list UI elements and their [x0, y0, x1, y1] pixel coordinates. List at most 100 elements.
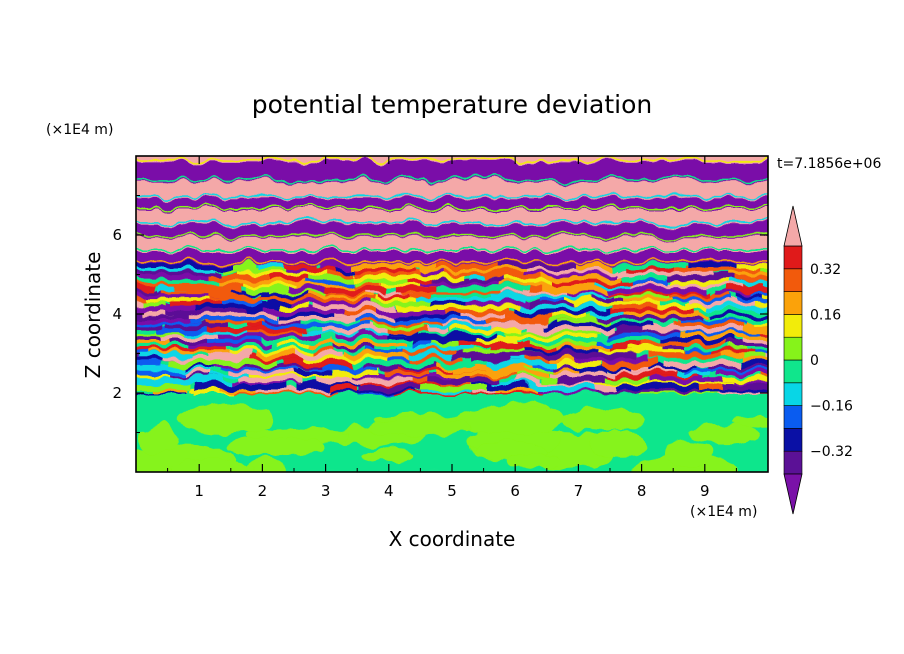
field-streak: [281, 311, 342, 318]
field-streak: [618, 369, 688, 376]
field-streak: [598, 347, 688, 353]
colorbar-segment: [783, 359, 803, 384]
field-streak: [644, 325, 730, 333]
field-streak: [263, 307, 350, 314]
field-streak: [388, 332, 495, 339]
field-streak: [221, 367, 299, 372]
field-streak: [136, 332, 180, 339]
plot-area: [136, 156, 768, 472]
field-edge: [136, 178, 768, 181]
field-streak: [229, 344, 334, 350]
field-streak: [421, 269, 445, 276]
field-streak: [397, 302, 446, 310]
field-streak: [728, 278, 768, 284]
field-streak: [400, 367, 483, 372]
field-streak: [747, 344, 768, 350]
field-streak: [701, 373, 768, 378]
field-streak: [426, 325, 449, 333]
field-streak: [247, 355, 326, 361]
field-streak: [136, 375, 226, 383]
field-streak: [483, 315, 580, 322]
field-band: [136, 160, 768, 182]
field-streak: [643, 272, 665, 281]
field-streak: [136, 388, 169, 393]
field-streak: [160, 290, 252, 295]
field-streak: [596, 340, 622, 346]
field-streak: [592, 336, 667, 343]
field-streak: [746, 321, 768, 328]
field-streak: [136, 292, 220, 298]
field-streak: [604, 358, 660, 367]
field-streak: [758, 373, 768, 378]
field-streak: [330, 369, 380, 376]
field-streak: [314, 302, 398, 310]
field-streak: [691, 260, 758, 269]
field-streak: [205, 272, 294, 281]
field-streak: [642, 340, 735, 346]
field-streak: [438, 369, 546, 376]
field-streak: [232, 369, 322, 376]
field-streak: [136, 367, 206, 372]
field-streak: [316, 375, 421, 383]
field-streak: [716, 369, 768, 376]
field-streak: [415, 295, 526, 301]
field-streak: [381, 367, 406, 372]
field-streak: [648, 349, 735, 358]
field-streak: [718, 390, 768, 394]
field-streak: [334, 311, 425, 318]
field-streak: [742, 355, 768, 361]
field-streak: [302, 319, 384, 324]
field-streak: [440, 319, 551, 324]
field-streak: [184, 364, 214, 369]
field-edge: [136, 221, 768, 224]
field-patch: [664, 441, 713, 465]
x-unit-label: (×1E4 m): [690, 504, 757, 520]
field-streak: [466, 272, 495, 281]
field-streak: [203, 282, 249, 287]
field-streak: [363, 347, 413, 353]
field-streak: [706, 302, 768, 310]
field-streak: [471, 355, 519, 361]
field-streak: [203, 349, 250, 358]
field-streak: [444, 269, 523, 276]
field-streak: [170, 336, 228, 343]
field-streak: [453, 349, 563, 358]
field-streak: [279, 295, 384, 301]
field-streak: [462, 347, 543, 353]
field-streak: [541, 272, 622, 281]
field-streak: [407, 292, 432, 298]
field-streak: [205, 295, 296, 301]
field-streak: [370, 321, 424, 328]
field-streak: [261, 336, 329, 343]
field-streak: [284, 284, 346, 293]
field-streak: [136, 290, 176, 295]
field-streak: [608, 319, 675, 324]
field-streak: [515, 307, 608, 314]
field-streak: [357, 390, 401, 394]
field-streak: [723, 375, 768, 383]
field-streak: [762, 292, 768, 298]
field-streak: [611, 292, 676, 298]
field-streak: [336, 266, 360, 272]
field-streak: [659, 298, 685, 305]
field-patch: [181, 403, 276, 435]
field-streak: [605, 290, 711, 295]
field-streak: [545, 321, 653, 328]
field-streak: [522, 302, 602, 310]
field-patch: [457, 406, 567, 436]
field-streak: [743, 336, 767, 343]
field-streak: [524, 266, 619, 272]
field-streak: [209, 364, 245, 369]
y-axis-ticks: 2 4 6: [112, 195, 768, 433]
field-streak: [310, 340, 407, 346]
field-streak: [354, 260, 455, 269]
field-streak: [677, 319, 748, 324]
field-streak: [173, 373, 218, 378]
field-streak: [160, 332, 220, 339]
field-streak: [136, 373, 198, 378]
field-streak: [628, 330, 678, 335]
field-streak: [232, 347, 283, 353]
colorbar-tick-label: −0.16: [810, 399, 853, 415]
field-streak: [174, 284, 244, 293]
field-streak: [554, 358, 604, 367]
